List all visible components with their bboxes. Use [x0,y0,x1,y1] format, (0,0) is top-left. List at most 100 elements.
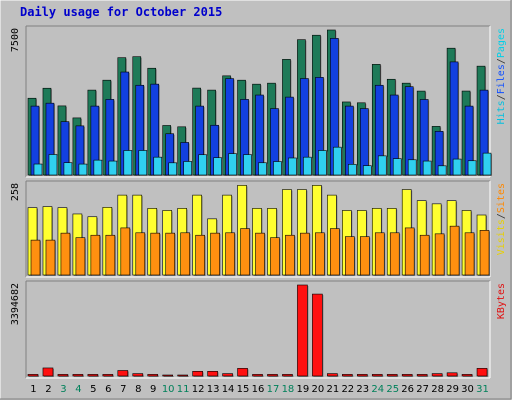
bar-sites-day-23 [359,236,370,276]
x-tick-label-day-3: 3 [60,384,66,395]
bar-pages-day-29 [452,158,462,176]
bar-sites-day-17 [270,237,280,276]
legend-label-pages: Pages [496,28,507,58]
panel-kbytes-area [26,281,490,378]
bar-pages-day-12 [198,154,207,176]
bar-kbytes-day-2 [42,367,54,377]
bar-kbytes-day-26 [401,374,413,377]
panel-visits-ymax-label: 258 [10,183,21,201]
bar-kbytes-day-9 [147,374,159,377]
bar-pages-day-3 [63,162,73,176]
bar-sites-day-30 [464,232,475,276]
x-tick-label-day-31: 31 [476,384,489,395]
bar-pages-day-8 [138,150,148,176]
bar-kbytes-day-28 [431,373,443,377]
bar-sites-day-31 [479,230,490,276]
panel-visits-legend-text: Visits/Sites [496,183,507,255]
chart-title: Daily usage for October 2015 [20,5,222,19]
x-tick-label-day-19: 19 [297,384,310,395]
bar-pages-day-26 [407,159,417,176]
bar-pages-day-20 [318,150,327,176]
bar-sites-day-12 [195,234,205,276]
bar-pages-day-7 [123,150,133,176]
legend-label-sep-1: / [496,213,507,219]
legend-label-visits: Visits [496,219,507,255]
x-tick-label-day-7: 7 [120,384,126,395]
bar-pages-day-6 [108,160,118,176]
bar-kbytes-day-18 [282,374,293,377]
bar-pages-day-1 [33,163,43,176]
bar-shadow-kbytes-day-10 [163,376,174,377]
x-tick-label-day-25: 25 [386,384,399,395]
bar-pages-day-10 [168,162,178,176]
bar-pages-day-22 [348,164,357,176]
bar-sites-day-25 [389,232,400,276]
bar-kbytes-day-24 [371,374,383,377]
legend-label-files: Files [496,64,507,94]
x-tick-label-day-17: 17 [267,384,280,395]
bar-sites-day-11 [180,232,190,276]
legend-label-sites: Sites [496,183,507,213]
bar-pages-day-17 [273,161,282,176]
x-tick-label-day-21: 21 [326,384,339,395]
bar-kbytes-day-4 [72,374,84,377]
bar-kbytes-day-29 [446,372,458,377]
x-axis-labels: 1 2 3 4 5 6 7 8 9 10 11 12 13 14 15 16 17 18 19 20 21 22 23 24 2… [30,384,489,395]
bar-kbytes-day-31 [476,368,488,377]
bar-kbytes-day-30 [461,374,473,377]
x-tick-label-day-10: 10 [162,384,175,395]
x-tick-label-day-23: 23 [356,384,369,395]
bar-kbytes-day-25 [386,374,398,377]
bar-files-day-29 [449,61,459,176]
x-tick-label-day-28: 28 [431,384,444,395]
bar-kbytes-day-22 [342,374,353,377]
bar-kbytes-day-17 [267,374,278,377]
bar-sites-day-24 [374,232,385,276]
panel-visits: 258 Visits/Sites [10,180,507,278]
bar-kbytes-day-19 [297,284,308,377]
x-tick-label-day-30: 30 [461,384,474,395]
bar-pages-day-18 [288,157,297,176]
bar-pages-day-24 [377,155,387,176]
bar-sites-day-3 [60,232,71,276]
bar-pages-day-31 [482,152,492,176]
bar-pages-day-25 [392,158,402,176]
bar-kbytes-day-6 [102,374,114,377]
chart-panels: 7500Hits/Files/Pages258Visits/Sites33946… [10,25,507,379]
bar-pages-day-9 [153,156,163,176]
bar-kbytes-day-11 [177,374,188,377]
bar-pages-day-30 [467,160,477,176]
x-tick-label-day-11: 11 [177,384,190,395]
x-tick-label-day-22: 22 [341,384,354,395]
bar-pages-day-15 [243,154,252,176]
bar-pages-day-14 [228,153,237,176]
panel-kbytes-legend-text: KBytes [496,283,507,319]
bar-sites-day-28 [434,233,445,276]
panel-hits-ymax-label: 7500 [10,28,21,52]
bar-sites-day-18 [285,234,295,276]
bar-kbytes-day-1 [27,374,39,377]
bar-pages-day-5 [93,159,103,176]
bar-sites-day-29 [449,225,460,276]
panel-kbytes-ymax-label: 3394682 [10,283,21,325]
x-tick-label-day-27: 27 [416,384,429,395]
bar-sites-day-13 [210,232,220,276]
panel-kbytes: 3394682 KBytes [10,280,507,379]
panel-visits-legend: Visits/Sites [496,183,507,255]
bar-sites-day-2 [45,239,56,276]
legend-label-sep-3: / [496,58,507,64]
bar-pages-day-13 [213,157,222,176]
x-tick-label-day-5: 5 [90,384,96,395]
legend-label-sep-1: / [496,94,507,100]
bar-pages-day-21 [333,146,342,176]
bar-pages-day-23 [362,165,372,176]
bar-sites-day-16 [255,232,265,276]
bar-kbytes-day-15 [237,368,248,377]
x-tick-label-day-14: 14 [222,384,235,395]
x-tick-label-day-20: 20 [312,384,325,395]
bar-files-day-23 [359,108,369,176]
bar-pages-day-28 [437,165,447,176]
bar-sites-day-21 [330,228,340,276]
x-tick-label-day-26: 26 [401,384,414,395]
